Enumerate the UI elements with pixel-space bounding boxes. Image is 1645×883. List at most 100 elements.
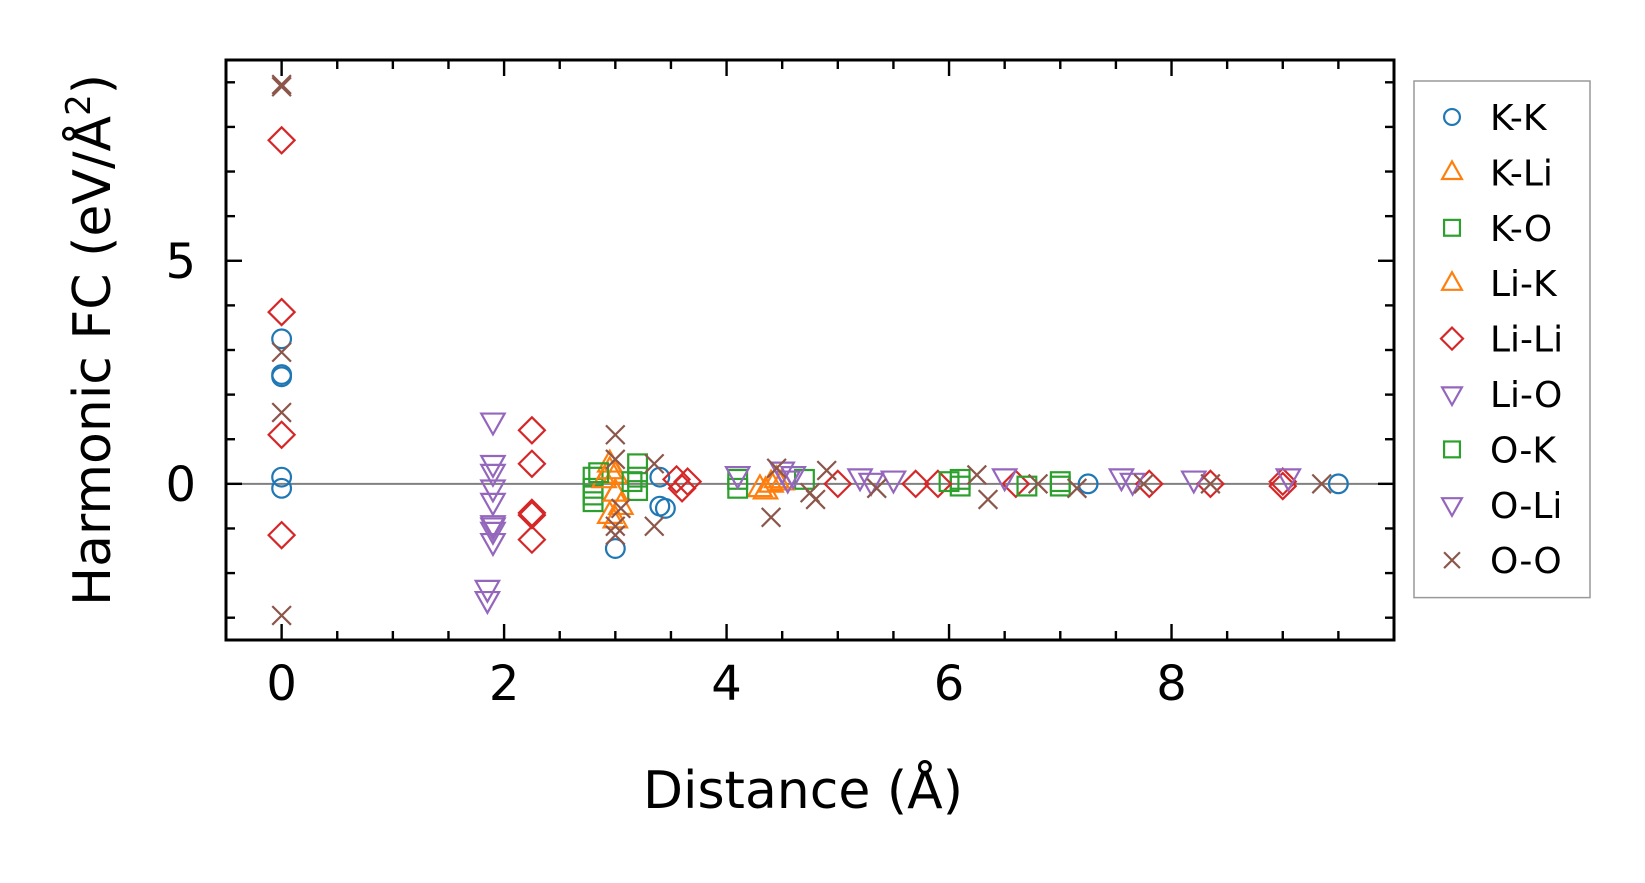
data-point [644, 516, 665, 537]
plot-area [224, 58, 1396, 642]
data-point [774, 470, 802, 495]
legend-item: O-K [1442, 430, 1557, 471]
data-point [627, 466, 649, 488]
data-point [271, 76, 292, 97]
data-point [763, 464, 791, 489]
legend-marker [1440, 386, 1464, 408]
data-point [267, 297, 297, 327]
data-point [479, 463, 507, 488]
data-point [1268, 467, 1298, 497]
legend-item: K-Li [1440, 153, 1553, 194]
data-point [271, 328, 293, 350]
y-tick-label: 5 [165, 234, 196, 290]
data-point [816, 460, 837, 481]
legend-label: K-K [1490, 98, 1548, 139]
data-point [866, 478, 887, 499]
data-point [760, 507, 782, 528]
data-point [517, 500, 547, 530]
data-point [605, 516, 626, 537]
y-axis-label: Harmonic FC (eV/Å2) [59, 74, 123, 606]
legend-marker [1440, 159, 1464, 181]
data-point [1311, 473, 1332, 494]
data-point [621, 471, 643, 493]
plot-frame [224, 58, 1396, 642]
data-point [727, 477, 749, 499]
data-point [1107, 468, 1136, 493]
data-point [654, 497, 676, 519]
legend-item: K-O [1442, 209, 1552, 250]
x-tick-label: 0 [266, 656, 297, 712]
data-point [1119, 472, 1147, 497]
y-axis-label-tail: ) [63, 74, 123, 94]
legend-label: K-Li [1490, 153, 1553, 194]
data-point [661, 464, 692, 494]
legend-label: O-K [1490, 430, 1557, 471]
legend: K-K K-Li K-O Li-K Li-Li Li-O O-K O-Li O-O [1413, 80, 1591, 599]
legend-item: O-Li [1440, 486, 1562, 527]
data-point [673, 467, 703, 497]
data-point [479, 492, 507, 517]
data-point [479, 454, 507, 480]
legend-item: Li-O [1440, 375, 1562, 416]
data-point [949, 475, 971, 497]
data-point [823, 469, 853, 499]
data-point [479, 517, 507, 542]
x-tick-label: 6 [934, 656, 965, 712]
legend-label: O-O [1490, 541, 1562, 582]
data-point [605, 525, 626, 546]
data-point [479, 479, 507, 504]
series-o-k [588, 462, 1038, 497]
data-point [1077, 473, 1099, 495]
data-point [582, 491, 604, 513]
data-point [757, 468, 785, 493]
data-point [517, 449, 547, 479]
legend-marker [1442, 218, 1462, 237]
legend-marker [1440, 497, 1464, 519]
data-point [271, 342, 292, 363]
data-point [271, 366, 293, 388]
x-tick-label: 4 [711, 656, 742, 712]
data-point [779, 466, 807, 491]
legend-marker [1439, 326, 1465, 352]
data-point [1001, 469, 1031, 499]
y-axis: 05 [165, 81, 1394, 619]
data-point [267, 420, 297, 450]
data-point [627, 453, 649, 475]
legend-marker [1442, 440, 1462, 459]
data-point [766, 458, 787, 479]
legend-marker [1443, 551, 1461, 569]
series-o-li [473, 466, 885, 616]
data-point [938, 471, 960, 493]
data-point [1049, 471, 1071, 493]
data-point [271, 605, 292, 626]
data-point [271, 74, 292, 95]
series-li-o [479, 412, 1302, 558]
x-tick-label: 2 [489, 656, 520, 712]
data-point [644, 453, 665, 474]
legend-label: K-O [1490, 209, 1552, 250]
data-point [879, 470, 908, 495]
data-point [857, 472, 885, 497]
data-point [517, 525, 547, 555]
data-point [267, 125, 297, 155]
series-k-k [271, 328, 1349, 559]
data-point [901, 469, 931, 499]
data-point [601, 477, 629, 502]
series-o-o [271, 74, 1332, 626]
data-point [923, 469, 953, 499]
legend-item: Li-Li [1439, 320, 1563, 361]
y-axis-label-main: Harmonic FC (eV/Å [61, 115, 123, 606]
data-point [1268, 471, 1298, 501]
data-point [724, 466, 752, 491]
data-point [596, 455, 624, 480]
data-point [966, 464, 987, 486]
x-tick-label: 8 [1156, 656, 1187, 712]
data-point [267, 520, 297, 550]
data-point [1049, 475, 1071, 497]
data-point [582, 484, 604, 506]
data-point [517, 415, 547, 445]
x-axis-label: Distance (Å) [643, 759, 963, 821]
y-axis-label-superscript: 2 [59, 94, 99, 116]
data-point [1027, 473, 1049, 494]
